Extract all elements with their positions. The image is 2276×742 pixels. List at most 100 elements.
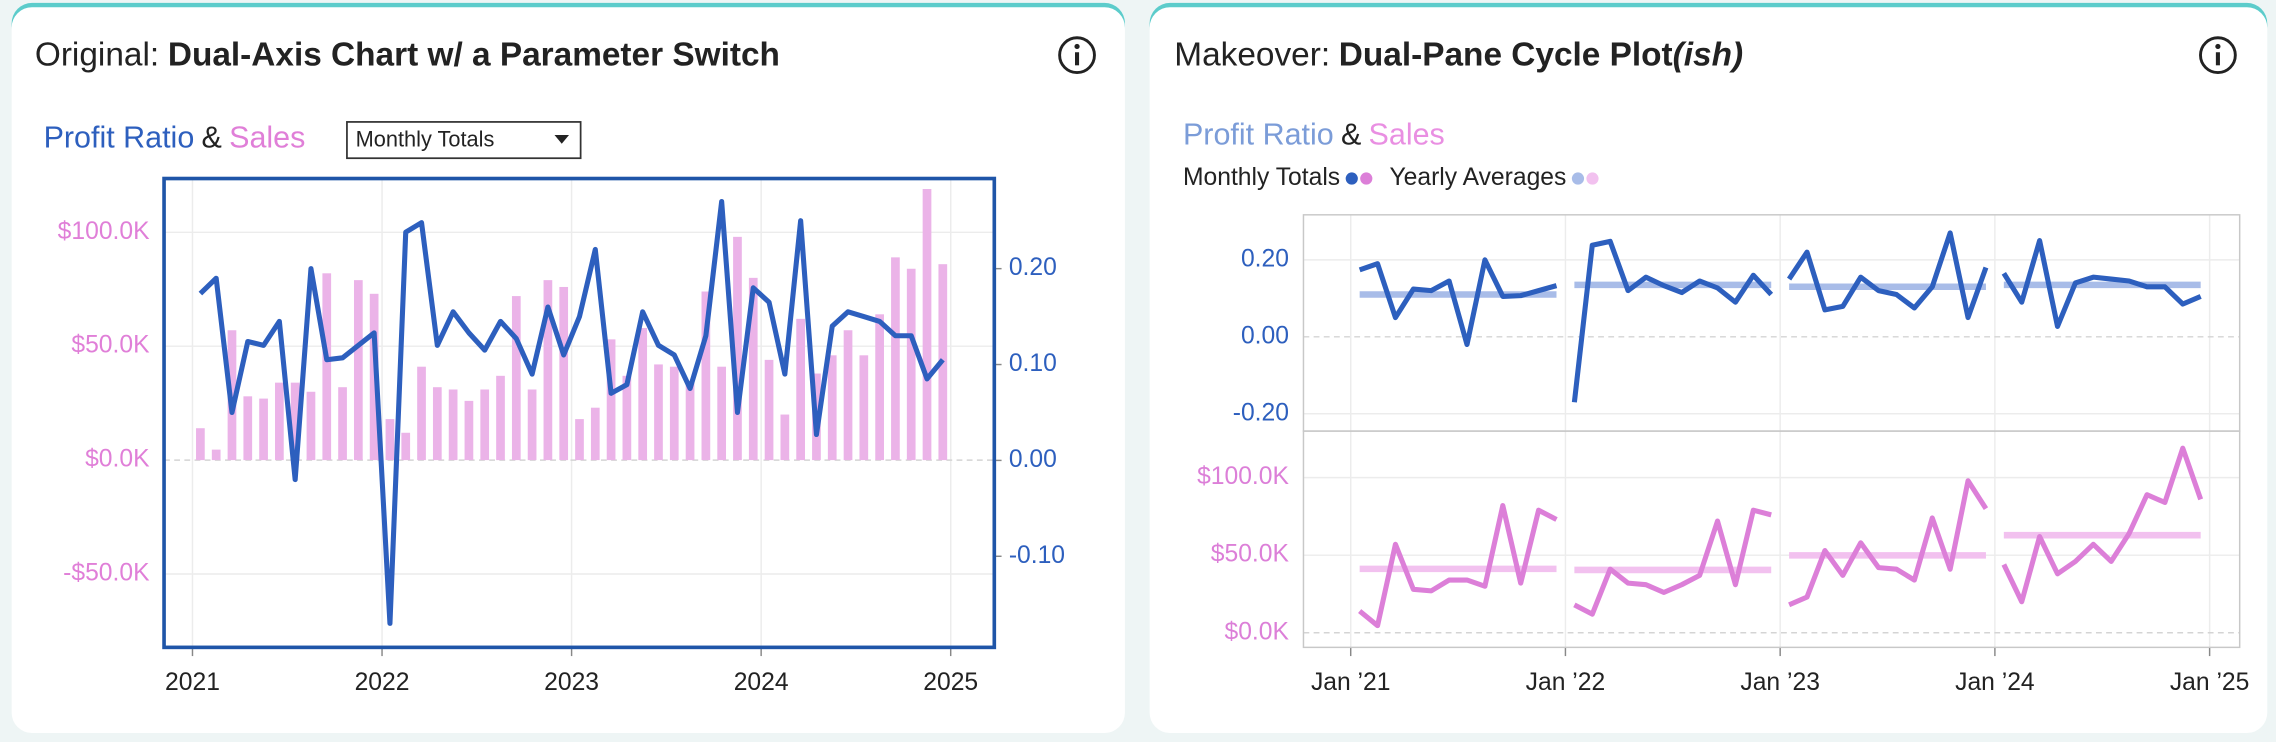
y-tick-label: $0.0K	[85, 446, 150, 473]
x-tick-label: Jan ’25	[2170, 669, 2250, 696]
bar	[843, 330, 853, 461]
bar	[685, 382, 695, 461]
y-tick-label: $0.0K	[1225, 618, 1290, 645]
title-prefix: Original:	[35, 36, 159, 73]
bar	[859, 355, 869, 461]
x-tick-label: 2021	[165, 669, 220, 696]
dropdown-box[interactable]	[346, 121, 582, 160]
line	[1571, 238, 1774, 403]
bar	[906, 268, 916, 461]
dropdown-arrow[interactable]	[554, 134, 570, 144]
title-prefix: Makeover:	[1174, 36, 1330, 73]
legend-title: Profit Ratio & Sales	[1183, 117, 1445, 151]
bar	[322, 273, 332, 461]
panel-title: Makeover: Dual-Pane Cycle Plot(ish)	[1174, 36, 1743, 73]
legend-entry: Sales	[229, 120, 305, 154]
y2-tick-label: 0.00	[1009, 446, 1057, 473]
bar	[733, 236, 742, 461]
dropdown-value[interactable]: Monthly Totals	[356, 127, 495, 152]
line	[1358, 257, 1558, 348]
y-tick-label: 0.00	[1241, 322, 1289, 349]
legend-swatch	[1345, 172, 1358, 185]
x-tick-label: 2023	[544, 669, 599, 696]
bar	[780, 414, 790, 461]
line	[1786, 230, 1989, 321]
y-tick-label: $50.0K	[1211, 541, 1290, 568]
x-tick-label: 2024	[734, 669, 789, 696]
info-dot[interactable]	[1074, 43, 1080, 50]
card	[11, 7, 1125, 734]
bar	[717, 366, 727, 461]
y-tick-label: $100.0K	[58, 218, 150, 245]
bar	[259, 398, 268, 461]
line	[1358, 503, 1558, 629]
bar	[891, 257, 900, 461]
info-icon[interactable]	[1058, 36, 1096, 75]
y2-tick-label: -0.10	[1009, 542, 1065, 569]
legend-entry: Profit Ratio	[1183, 117, 1334, 151]
bar	[654, 364, 663, 461]
bar	[511, 296, 521, 461]
x-tick-label: 2025	[923, 669, 978, 696]
bar	[401, 432, 411, 461]
bar	[575, 419, 584, 461]
bar	[796, 318, 805, 461]
title-main: Dual-Axis Chart w/ a Parameter Switch	[168, 36, 780, 73]
bar	[496, 375, 505, 461]
bar	[764, 359, 774, 461]
y-tick-label: -0.20	[1233, 399, 1289, 426]
bar	[353, 280, 363, 461]
x-tick-label: Jan ’23	[1740, 669, 1820, 696]
info-bar[interactable]	[1075, 52, 1080, 66]
info-icon[interactable]	[2199, 36, 2237, 75]
bar	[432, 387, 442, 461]
info-dot[interactable]	[2215, 43, 2221, 50]
bar	[464, 400, 474, 461]
plot-frame	[162, 176, 997, 650]
bar	[290, 382, 300, 461]
legend-entry: Profit Ratio	[44, 120, 195, 154]
legend-joiner: &	[202, 120, 222, 154]
bar	[480, 389, 490, 461]
bar	[338, 387, 347, 461]
bar	[559, 286, 569, 461]
bar	[748, 277, 758, 461]
info-bar[interactable]	[2215, 52, 2220, 66]
bar	[701, 291, 711, 461]
line	[1788, 478, 1989, 608]
bar	[448, 389, 458, 461]
bar	[590, 407, 600, 461]
bar	[669, 366, 679, 461]
bar	[527, 389, 537, 461]
legend-label: Yearly Averages	[1390, 164, 1567, 191]
bar	[417, 366, 426, 461]
bar	[827, 355, 837, 461]
legend-swatch	[1571, 172, 1585, 185]
bar	[211, 449, 221, 461]
x-tick-label: Jan ’24	[1955, 669, 2035, 696]
bar	[875, 314, 884, 461]
y-tick-label: $50.0K	[71, 332, 150, 359]
bar	[243, 396, 253, 461]
bar	[196, 428, 205, 461]
title-main: Dual-Pane Cycle Plot	[1339, 36, 1673, 73]
line	[198, 199, 945, 626]
legend-entry: Sales	[1369, 117, 1445, 151]
bar	[622, 375, 632, 461]
line	[2001, 238, 2202, 329]
legend-swatch	[1360, 172, 1373, 185]
bar	[306, 391, 316, 461]
line	[1573, 507, 1772, 617]
bar	[606, 339, 616, 461]
bar	[638, 327, 648, 461]
x-tick-label: 2022	[355, 669, 410, 696]
legend-label: Monthly Totals	[1183, 164, 1340, 191]
line	[2001, 445, 2204, 605]
y-tick-label: $100.0K	[1197, 463, 1289, 490]
y2-tick-label: 0.10	[1009, 350, 1057, 377]
y-tick-label: 0.20	[1241, 245, 1289, 272]
y2-tick-label: 0.20	[1009, 254, 1057, 281]
legend-joiner: &	[1341, 117, 1361, 151]
parameter-dropdown[interactable]: Monthly Totals	[346, 121, 582, 160]
